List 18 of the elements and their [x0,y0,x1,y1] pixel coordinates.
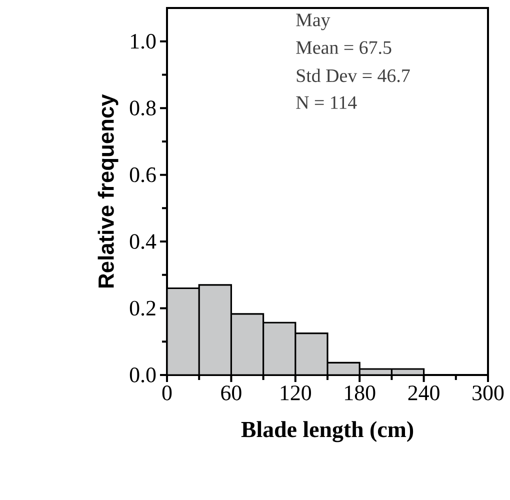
y-tick-label: 1.0 [131,34,156,49]
y-tick-label: 0.2 [130,300,156,316]
annotation: May [296,14,330,30]
annotation: N = 114 [296,96,357,109]
annotation: Mean = 67.5 [296,41,392,54]
x-tick-label: 120 [280,386,312,400]
x-tick-label: 300 [472,386,504,400]
x-tick-label: 180 [345,386,376,400]
y-tick-label: 0.4 [130,234,156,249]
y-tick-label: 0.8 [130,100,156,116]
x-tick-label: 240 [408,386,440,400]
x-tick-label: 0 [162,386,172,400]
y-tick-label: 0.0 [130,368,156,382]
y-tick-label: 0.6 [130,167,156,182]
x-tick-label: 60 [221,386,242,400]
annotation: Std Dev = 46.7 [296,68,410,82]
y-axis-title: Relative frequency [98,94,118,288]
x-axis-title: Blade length (cm) [241,421,414,442]
